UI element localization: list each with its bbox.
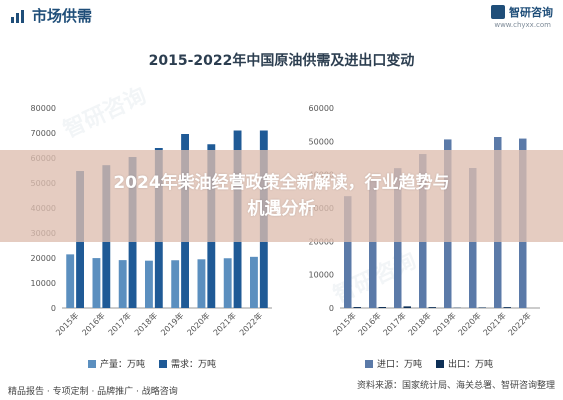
x-tick-label: 2018年	[406, 310, 433, 337]
bar-supply	[223, 258, 232, 308]
y-tick-label: 50000	[309, 137, 334, 146]
bar-export	[403, 306, 411, 308]
bar-supply	[171, 260, 180, 308]
headline-line: 机遇分析	[247, 199, 316, 219]
bar-supply	[92, 258, 101, 308]
y-tick-label: 60000	[309, 104, 334, 113]
legend-item-export: 出口：万吨	[436, 357, 493, 370]
x-tick-label: 2021年	[481, 310, 508, 337]
legend-label: 进口：万吨	[377, 360, 423, 370]
x-tick-label: 2022年	[237, 310, 264, 337]
y-tick-label: 20000	[31, 254, 56, 263]
section-title: 市场供需	[32, 7, 93, 25]
bar-export	[478, 307, 486, 308]
article-banner[interactable]	[0, 150, 563, 242]
legend-left: 产量：万吨 需求：万吨	[88, 357, 216, 370]
y-tick-label: 10000	[31, 279, 56, 288]
x-tick-label: 2016年	[80, 310, 107, 337]
article-headline[interactable]: 2024年柴油经营政策全新解读，行业趋势与 机遇分析	[0, 170, 563, 222]
x-tick-label: 2021年	[211, 310, 238, 337]
x-tick-label: 2017年	[381, 310, 408, 337]
chart-title: 2015-2022年中国原油供需及进出口变动	[148, 53, 415, 69]
x-tick-label: 2019年	[158, 310, 185, 337]
bar-supply	[197, 259, 206, 308]
bar-supply	[145, 260, 153, 308]
headline-line: 2024年柴油经营政策全新解读，行业趋势与	[113, 173, 450, 193]
bar-import	[369, 180, 377, 308]
y-tick-label: 0	[51, 304, 56, 313]
footer-bar: 精品报告 · 专项定制 · 品牌推广 · 战略咨询 资料来源：国家统计局、海关总…	[0, 378, 563, 400]
y-tick-label: 80000	[31, 104, 56, 113]
x-tick-label: 2015年	[53, 310, 80, 337]
legend-item-demand: 需求：万吨	[159, 357, 216, 370]
x-tick-label: 2017年	[106, 310, 133, 337]
legend-swatch	[159, 359, 168, 368]
legend-item-import: 进口：万吨	[365, 357, 422, 370]
legend-item-supply: 产量：万吨	[88, 357, 145, 370]
bar-supply	[66, 254, 75, 308]
legend-label: 产量：万吨	[100, 360, 146, 370]
legend-swatch	[365, 359, 373, 368]
brand-name: 智研咨询	[509, 6, 553, 19]
bar-import	[344, 196, 352, 308]
bar-supply	[250, 256, 258, 308]
legend-swatch	[88, 359, 96, 368]
legend-right: 进口：万吨 出口：万吨	[365, 357, 493, 370]
x-tick-label: 2022年	[506, 310, 533, 337]
source-note: 资料来源：国家统计局、海关总署、智研咨询整理	[356, 381, 555, 391]
x-tick-label: 2018年	[132, 310, 159, 337]
bar-export	[428, 307, 436, 308]
x-tick-label: 2019年	[431, 310, 458, 337]
legend-swatch	[436, 359, 445, 368]
brand-logo-icon	[491, 5, 505, 19]
y-tick-label: 0	[329, 304, 334, 313]
x-tick-label: 2015年	[331, 310, 358, 337]
y-tick-label: 10000	[309, 271, 334, 280]
brand-url: www.chyxx.com	[494, 21, 551, 29]
footer-services: 精品报告 · 专项定制 · 品牌推广 · 战略咨询	[8, 387, 178, 397]
x-tick-label: 2016年	[356, 310, 383, 337]
legend-label: 出口：万吨	[448, 360, 494, 370]
y-tick-label: 70000	[31, 129, 56, 138]
header-bar: 市场供需 智研咨询 www.chyxx.com	[0, 0, 563, 30]
x-tick-label: 2020年	[456, 310, 483, 337]
bar-export	[353, 307, 361, 308]
bar-supply	[118, 260, 127, 308]
bar-export	[503, 307, 511, 308]
legend-label: 需求：万吨	[171, 360, 217, 370]
bar-export	[378, 307, 386, 308]
chart-icon	[11, 9, 24, 23]
x-tick-label: 2020年	[185, 310, 212, 337]
